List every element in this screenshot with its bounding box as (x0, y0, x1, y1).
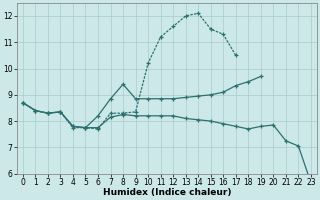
X-axis label: Humidex (Indice chaleur): Humidex (Indice chaleur) (103, 188, 231, 197)
